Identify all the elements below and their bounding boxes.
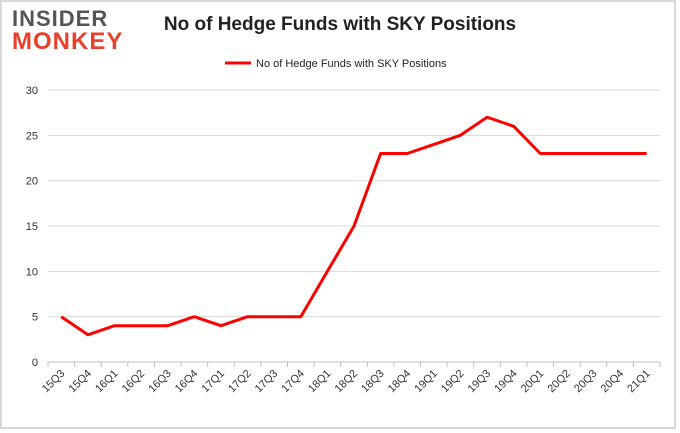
y-tick-label: 15 <box>26 221 38 233</box>
series-line <box>60 115 647 337</box>
y-axis-tick-labels: 0 5 10 15 20 25 30 <box>26 85 38 369</box>
x-tick-label: 17Q2 <box>226 368 254 396</box>
x-tick-label: 16Q4 <box>173 368 201 396</box>
x-tick-label: 16Q2 <box>120 368 148 396</box>
x-tick-label: 19Q2 <box>439 368 467 396</box>
x-tick-label: 19Q1 <box>412 368 440 396</box>
x-tick-label: 16Q1 <box>93 368 121 396</box>
x-axis <box>47 361 661 367</box>
x-tick-label: 20Q2 <box>545 368 573 396</box>
x-tick-label: 20Q3 <box>572 368 600 396</box>
legend: No of Hedge Funds with SKY Positions <box>225 58 447 70</box>
chart-title: No of Hedge Funds with SKY Positions <box>163 14 517 35</box>
x-tick-label: 18Q4 <box>386 368 414 396</box>
x-tick-label: 17Q1 <box>200 368 228 396</box>
series-lines <box>60 115 647 337</box>
x-tick-label: 15Q3 <box>40 368 68 396</box>
y-tick-label: 10 <box>26 266 38 278</box>
legend-entry-label: No of Hedge Funds with SKY Positions <box>256 58 447 70</box>
y-tick-label: 25 <box>26 130 38 142</box>
gridlines <box>48 89 660 318</box>
y-tick-label: 0 <box>32 357 38 369</box>
x-tick-label: 21Q1 <box>625 368 653 396</box>
x-tick-label: 19Q3 <box>466 368 494 396</box>
y-tick-label: 20 <box>26 176 38 188</box>
x-tick-label: 18Q2 <box>333 368 361 396</box>
x-tick-label: 20Q4 <box>599 368 627 396</box>
logo-line-2: MONKEY <box>12 28 124 55</box>
x-tick-label: 18Q3 <box>359 368 387 396</box>
x-tick-label: 18Q1 <box>306 368 334 396</box>
x-tick-label: 16Q3 <box>146 368 174 396</box>
x-tick-label: 17Q4 <box>279 368 307 396</box>
x-tick-label: 15Q4 <box>67 368 95 396</box>
logo-line-1: INSIDER <box>12 6 109 31</box>
x-tick-label: 19Q4 <box>492 368 520 396</box>
y-tick-label: 30 <box>26 85 38 97</box>
x-tick-label: 17Q3 <box>253 368 281 396</box>
x-tick-label: 20Q1 <box>519 368 547 396</box>
y-tick-label: 5 <box>32 312 38 324</box>
insider-monkey-logo: INSIDER MONKEY <box>12 8 130 54</box>
x-axis-tick-labels: 15Q3 15Q4 16Q1 16Q2 16Q3 16Q4 17Q1 17Q2 17Q3 17Q4… <box>40 368 653 396</box>
